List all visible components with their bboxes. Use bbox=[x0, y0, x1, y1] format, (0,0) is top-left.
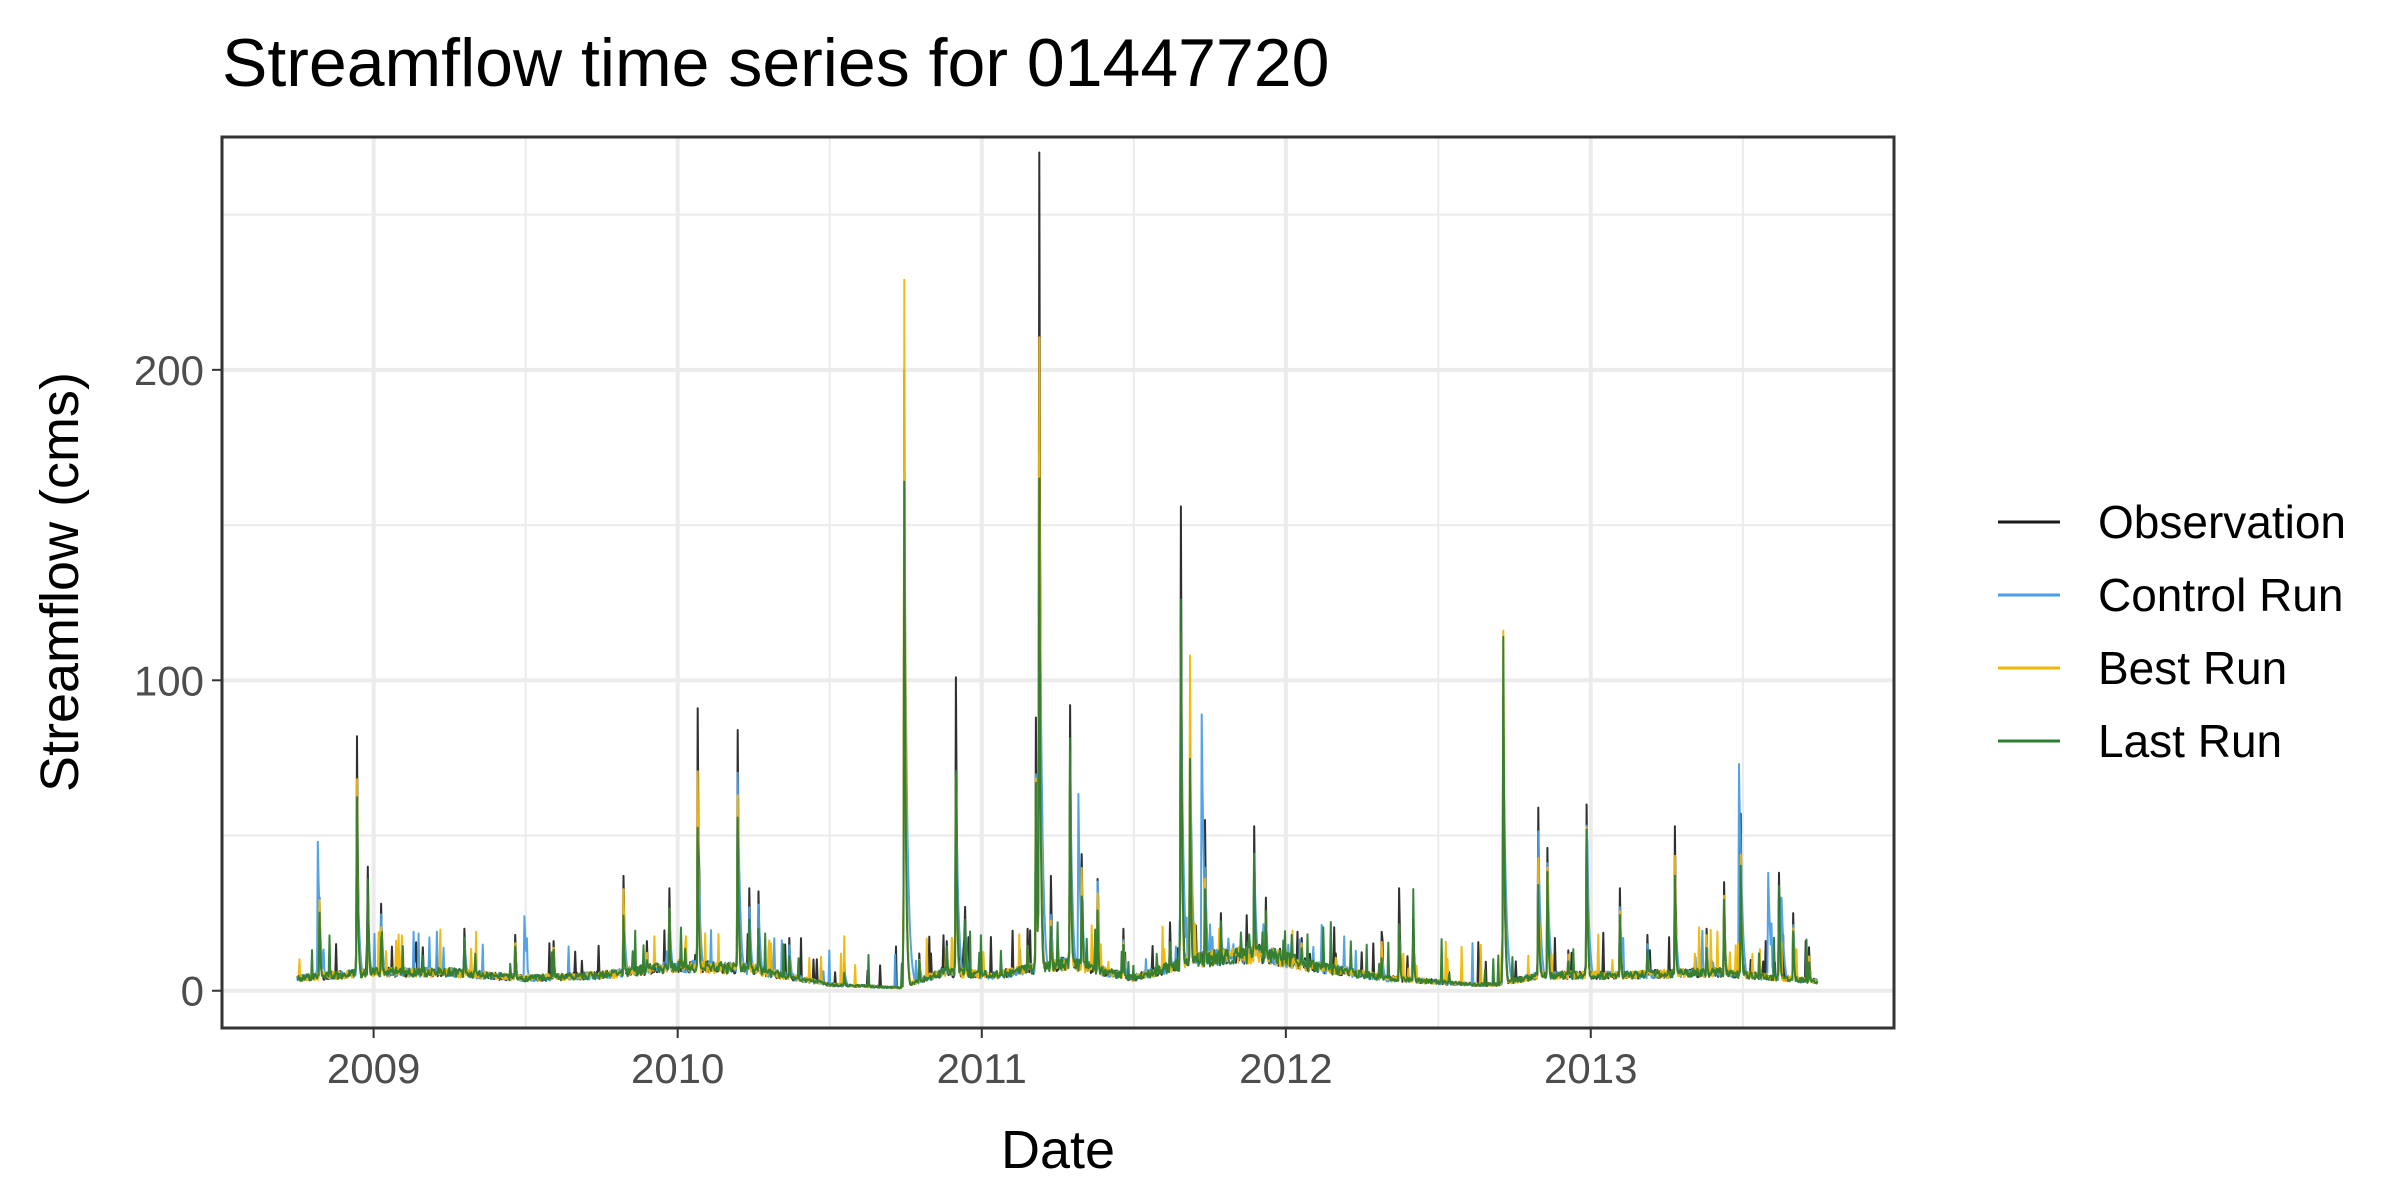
y-tick-label: 0 bbox=[181, 968, 204, 1015]
minor-gridlines bbox=[222, 137, 1894, 1028]
y-axis-title: Streamflow (cms) bbox=[30, 372, 90, 792]
y-tick-label: 100 bbox=[134, 657, 204, 704]
x-axis-ticks: 2009 2010 2011 2012 2013 bbox=[327, 1028, 1637, 1092]
major-gridlines bbox=[222, 137, 1894, 1028]
y-axis-ticks: 0 100 200 bbox=[134, 347, 222, 1015]
legend: Observation Control Run Best Run Last Run bbox=[1998, 496, 2346, 767]
legend-label: Control Run bbox=[2098, 569, 2343, 621]
x-axis-title: Date bbox=[1001, 1120, 1115, 1180]
x-tick-label: 2012 bbox=[1239, 1045, 1332, 1092]
series-line-last-run bbox=[296, 477, 1819, 990]
legend-label: Last Run bbox=[2098, 715, 2282, 767]
legend-label: Observation bbox=[2098, 496, 2346, 548]
series-lines bbox=[296, 151, 1819, 990]
legend-label: Best Run bbox=[2098, 642, 2287, 694]
x-tick-label: 2011 bbox=[937, 1045, 1027, 1092]
plot-border bbox=[220, 135, 1896, 1030]
x-tick-label: 2009 bbox=[327, 1045, 420, 1092]
x-tick-label: 2010 bbox=[631, 1045, 724, 1092]
plot-panel bbox=[220, 135, 1896, 1030]
chart-title: Streamflow time series for 01447720 bbox=[222, 25, 1329, 101]
x-tick-label: 2013 bbox=[1544, 1045, 1637, 1092]
y-tick-label: 200 bbox=[134, 347, 204, 394]
plot-background bbox=[222, 137, 1894, 1028]
